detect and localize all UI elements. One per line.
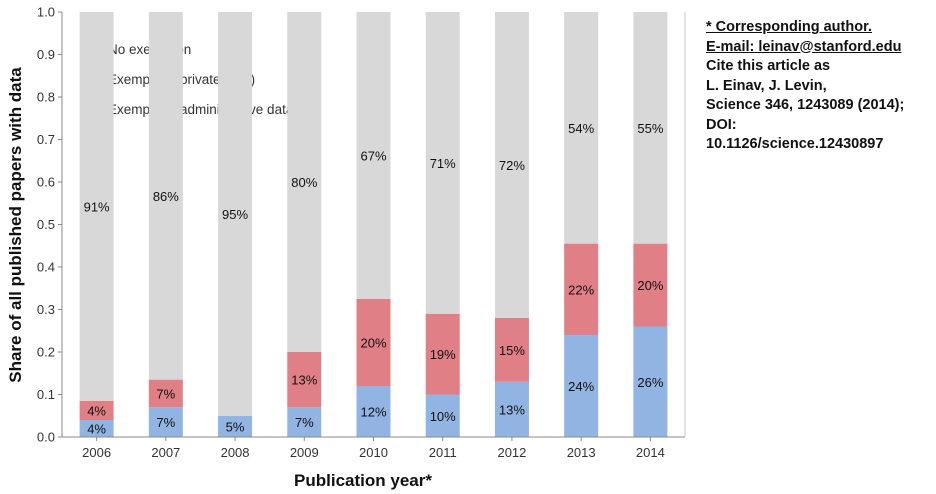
note-authors: L. Einav, J. Levin,: [706, 77, 827, 94]
bar-segment-2009-s2: [287, 12, 322, 352]
bar-segment-2006-s0: [79, 420, 114, 437]
y-axis: 0.0 0.1 0.2 0.3 0.4 0.5 0.6 0.7 0.8 0.9 1.0: [37, 5, 63, 445]
data-label-2014-s2: 55%: [637, 121, 663, 136]
y-tick-label: 0.3: [37, 302, 55, 317]
x-tick-label-2014: 2014: [636, 445, 665, 460]
data-label-2009-s1: 13%: [291, 373, 317, 388]
note-email[interactable]: E-mail: leinav@stanford.edu: [706, 38, 902, 55]
data-label-2006-s1: 4%: [87, 403, 106, 418]
data-label-2007-s2: 86%: [153, 189, 179, 204]
note-corresponding-author: * Corresponding author.: [706, 19, 872, 35]
y-axis-title: Share of all published papers with data: [6, 67, 25, 383]
data-label-2009-s2: 80%: [291, 175, 317, 190]
x-axis-title: Publication year*: [294, 471, 432, 490]
citation-note: * Corresponding author. E-mail: leinav@s…: [706, 18, 934, 155]
bar-segment-2011-s2: [425, 12, 460, 314]
data-label-2013-s2: 54%: [568, 121, 594, 136]
segment-labels: 4% 4% 91% 7% 7% 86% 5% 95% 7% 13% 80% 12% 20% 67% 10% 1…: [84, 121, 664, 437]
bar-segment-2010-s1: [356, 298, 391, 386]
data-label-2012-s1: 15%: [499, 343, 525, 358]
bar-segment-2012-s1: [494, 318, 529, 382]
bar-segment-2014-s2: [633, 12, 668, 244]
y-tick-label: 0.8: [37, 90, 55, 105]
bar-segment-2007-s1: [148, 379, 183, 408]
y-tick-label: 0.4: [37, 260, 55, 275]
bar-segment-2010-s2: [356, 12, 391, 299]
data-label-2013-s0: 24%: [568, 379, 594, 394]
x-tick-label-2008: 2008: [221, 445, 250, 460]
note-doi-label: DOI:: [706, 116, 737, 133]
legend-box: [78, 32, 304, 130]
x-tick-label-2012: 2012: [497, 445, 526, 460]
data-label-2011-s1: 19%: [430, 347, 456, 362]
y-tick-label: 0.5: [37, 217, 55, 232]
bar-segment-2013-s0: [564, 335, 599, 437]
bar-segment-2009-s1: [287, 352, 322, 408]
data-label-2008-s2: 95%: [222, 207, 248, 222]
data-label-2012-s2: 72%: [499, 158, 525, 173]
data-label-2009-s0: 7%: [295, 415, 314, 430]
data-label-2013-s1: 22%: [568, 282, 594, 297]
data-label-2014-s0: 26%: [637, 375, 663, 390]
note-doi: 10.1126/science.12430897: [706, 136, 884, 152]
data-label-2008-s0: 5%: [226, 419, 245, 434]
bar-segment-2006-s1: [79, 400, 114, 420]
data-label-2011-s0: 10%: [430, 409, 456, 424]
bar-segment-2012-s2: [494, 12, 529, 318]
x-axis: 2006 2007 2008 2009 2010 2011 2012 2013 2014: [62, 12, 686, 460]
y-tick-label: 0.7: [37, 132, 55, 147]
y-tick-label: 0.6: [37, 175, 55, 190]
legend-label-2: Exemption (administrative data): [108, 102, 298, 117]
bar-segment-2008-s2: [218, 12, 253, 416]
bar-segment-2014-s0: [633, 326, 668, 437]
y-tick-label: 1.0: [37, 5, 55, 20]
x-tick-label-2011: 2011: [429, 445, 457, 460]
bars: [79, 12, 668, 437]
y-tick-label: 0.9: [37, 47, 55, 62]
x-tick-label-2013: 2013: [567, 445, 596, 460]
stacked-bar-chart: No exemptionExemption (private data)Exem…: [6, 5, 686, 490]
bar-segment-2009-s0: [287, 407, 322, 437]
bar-segment-2011-s0: [425, 394, 460, 437]
note-cite-label: Cite this article as: [706, 58, 831, 74]
y-tick-label: 0.2: [37, 345, 55, 360]
data-label-2011-s2: 71%: [430, 156, 456, 171]
y-tick-label: 0.0: [37, 430, 55, 445]
data-label-2012-s0: 13%: [499, 402, 525, 417]
bar-segment-2014-s1: [633, 243, 668, 327]
x-tick-label-2009: 2009: [290, 445, 319, 460]
data-label-2010-s1: 20%: [360, 335, 386, 350]
bar-segment-2008-s0: [218, 415, 253, 437]
bar-segment-2011-s1: [425, 313, 460, 395]
x-tick-label-2007: 2007: [151, 445, 180, 460]
data-label-2007-s0: 7%: [156, 415, 175, 430]
bar-segment-2007-s2: [148, 12, 183, 380]
data-label-2010-s0: 12%: [360, 405, 386, 420]
data-label-2010-s2: 67%: [360, 148, 386, 163]
note-journal: Science 346, 1243089 (2014);: [706, 97, 905, 113]
bar-segment-2013-s1: [564, 243, 599, 335]
bar-segment-2007-s0: [148, 407, 183, 437]
bar-segment-2012-s0: [494, 381, 529, 437]
x-tick-label-2006: 2006: [82, 445, 111, 460]
data-label-2006-s2: 91%: [84, 199, 110, 214]
y-tick-label: 0.1: [37, 387, 55, 402]
data-label-2006-s0: 4%: [87, 422, 106, 437]
x-tick-label-2010: 2010: [359, 445, 388, 460]
bar-segment-2013-s2: [564, 12, 599, 244]
data-label-2014-s1: 20%: [637, 278, 663, 293]
bar-segment-2006-s2: [79, 12, 114, 401]
bar-segment-2010-s0: [356, 386, 391, 437]
data-label-2007-s1: 7%: [156, 386, 175, 401]
